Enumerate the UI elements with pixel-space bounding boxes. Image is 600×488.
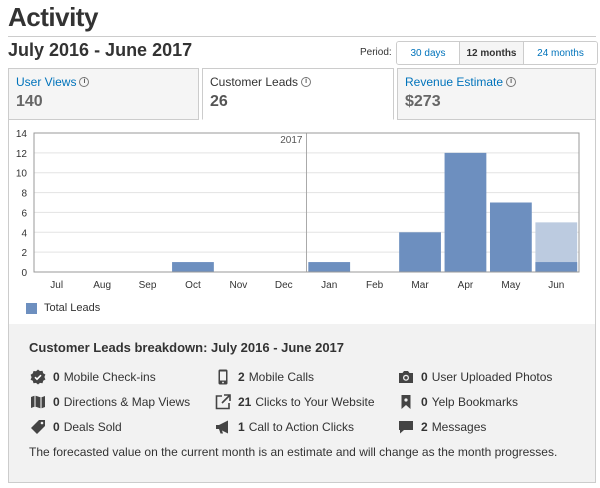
stat-count: 0 bbox=[53, 395, 60, 409]
y-tick-label: 0 bbox=[21, 268, 27, 279]
message-icon bbox=[398, 419, 414, 435]
stat-count: 0 bbox=[53, 370, 60, 384]
x-tick-label: Nov bbox=[229, 280, 247, 291]
bar bbox=[489, 202, 532, 272]
legend-label: Total Leads bbox=[44, 302, 101, 314]
tag-icon bbox=[30, 419, 46, 435]
x-tick-label: Mar bbox=[411, 280, 429, 291]
info-icon[interactable]: i bbox=[79, 77, 90, 87]
stat-call-to-action: 1 Call to Action Clicks bbox=[215, 419, 354, 435]
bar bbox=[172, 262, 214, 272]
phone-icon bbox=[215, 369, 231, 385]
chart-panel bbox=[8, 119, 596, 483]
bar bbox=[444, 152, 487, 272]
tab-user-views[interactable]: User Views i 140 bbox=[8, 68, 199, 120]
stat-label: Messages bbox=[431, 420, 487, 434]
x-tick-label: Jul bbox=[50, 280, 63, 291]
stat-directions: 0 Directions & Map Views bbox=[30, 394, 190, 410]
x-tick-label: Apr bbox=[458, 280, 474, 291]
bar bbox=[399, 232, 441, 272]
stat-mobile-calls: 2 Mobile Calls bbox=[215, 369, 314, 385]
period-selector: 30 days 12 months 24 months bbox=[396, 41, 598, 65]
tab-customer-leads-label: Customer Leads bbox=[210, 75, 299, 89]
stat-label: Clicks to Your Website bbox=[255, 395, 375, 409]
bar bbox=[535, 262, 578, 272]
tab-customer-leads-value: 26 bbox=[210, 93, 228, 110]
stat-label: Directions & Map Views bbox=[63, 395, 191, 409]
stat-label: Call to Action Clicks bbox=[248, 420, 355, 434]
forecast-footnote: The forecasted value on the current mont… bbox=[29, 445, 558, 459]
stat-user-photos: 0 User Uploaded Photos bbox=[398, 369, 552, 385]
y-tick-label: 10 bbox=[16, 169, 28, 180]
info-icon[interactable]: i bbox=[301, 77, 312, 87]
y-tick-label: 2 bbox=[21, 248, 27, 259]
check-in-badge-icon bbox=[30, 369, 46, 385]
period-label: Period: bbox=[360, 47, 392, 58]
y-tick-label: 6 bbox=[21, 208, 27, 219]
stat-mobile-check-ins: 0 Mobile Check-ins bbox=[30, 369, 156, 385]
map-icon bbox=[30, 394, 46, 410]
title-divider bbox=[8, 36, 596, 37]
stat-count: 2 bbox=[238, 370, 245, 384]
x-tick-label: Aug bbox=[93, 280, 111, 291]
stat-count: 0 bbox=[421, 370, 428, 384]
external-link-icon bbox=[215, 394, 231, 410]
bar bbox=[308, 262, 351, 272]
stat-messages: 2 Messages bbox=[398, 419, 486, 435]
year-marker-label: 2017 bbox=[280, 135, 303, 146]
x-tick-label: Sep bbox=[139, 280, 157, 291]
stat-count: 0 bbox=[53, 420, 60, 434]
legend-swatch bbox=[26, 302, 37, 314]
stat-count: 21 bbox=[238, 395, 252, 409]
x-tick-label: Dec bbox=[275, 280, 293, 291]
y-tick-label: 8 bbox=[21, 189, 27, 200]
tab-user-views-value: 140 bbox=[16, 93, 43, 110]
period-30-days-button[interactable]: 30 days bbox=[397, 42, 460, 64]
info-icon[interactable]: i bbox=[506, 77, 517, 87]
page-title: Activity bbox=[8, 2, 98, 32]
bookmark-icon bbox=[398, 394, 414, 410]
leads-bar-chart: 0 2 4 6 8 10 12 14 Jul Aug Sep Oct Nov Dec Jan Feb Mar Ap… bbox=[16, 129, 580, 291]
tab-revenue-estimate[interactable]: Revenue Estimate i $273 bbox=[397, 68, 596, 120]
tab-customer-leads[interactable]: Customer Leads i 26 bbox=[202, 68, 394, 120]
x-tick-label: Jan bbox=[321, 280, 337, 291]
leads-breakdown: Customer Leads breakdown: July 2016 - Ju… bbox=[9, 324, 595, 482]
stat-count: 1 bbox=[238, 420, 245, 434]
breakdown-title: Customer Leads breakdown: July 2016 - Ju… bbox=[29, 340, 345, 355]
metric-tabs: User Views i 140 Customer Leads i 26 Reven… bbox=[8, 68, 596, 120]
y-tick-label: 4 bbox=[21, 228, 27, 239]
stat-label: Mobile Calls bbox=[248, 370, 315, 384]
megaphone-icon bbox=[215, 419, 231, 435]
period-24-months-button[interactable]: 24 months bbox=[524, 42, 597, 64]
tab-revenue-estimate-label: Revenue Estimate bbox=[405, 75, 504, 89]
stat-count: 0 bbox=[421, 395, 428, 409]
chart-legend: Total Leads bbox=[26, 302, 100, 314]
stat-count: 2 bbox=[421, 420, 428, 434]
x-tick-label: Jun bbox=[548, 280, 564, 291]
stat-deals-sold: 0 Deals Sold bbox=[30, 419, 122, 435]
tab-user-views-label: User Views bbox=[16, 75, 77, 89]
x-tick-label: May bbox=[501, 280, 520, 291]
stat-label: Deals Sold bbox=[63, 420, 122, 434]
camera-icon bbox=[398, 369, 414, 385]
stat-label: Mobile Check-ins bbox=[63, 370, 156, 384]
stat-website-clicks: 21 Clicks to Your Website bbox=[215, 394, 375, 410]
period-12-months-button[interactable]: 12 months bbox=[460, 42, 524, 64]
y-tick-label: 12 bbox=[16, 149, 28, 160]
x-tick-label: Oct bbox=[185, 280, 201, 291]
date-range: July 2016 - June 2017 bbox=[8, 40, 193, 60]
tab-revenue-estimate-value: $273 bbox=[405, 93, 441, 110]
stat-bookmarks: 0 Yelp Bookmarks bbox=[398, 394, 518, 410]
x-tick-label: Feb bbox=[366, 280, 384, 291]
y-tick-label: 14 bbox=[16, 129, 28, 140]
stat-label: User Uploaded Photos bbox=[431, 370, 553, 384]
plot-frame bbox=[33, 132, 580, 273]
stat-label: Yelp Bookmarks bbox=[431, 395, 518, 409]
